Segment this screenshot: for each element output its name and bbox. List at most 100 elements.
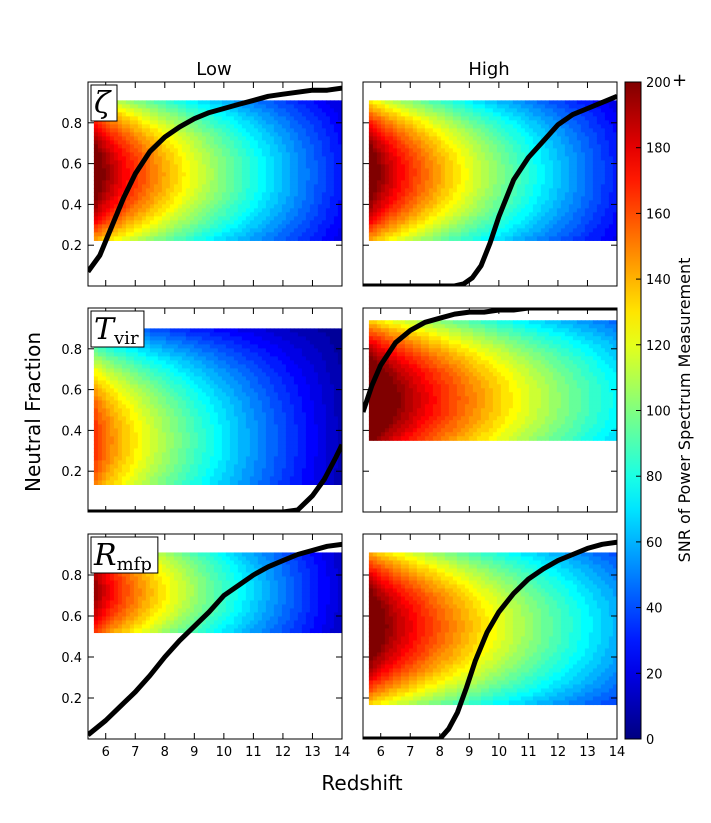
snr-cell — [440, 168, 446, 173]
snr-cell — [552, 160, 558, 165]
snr-cell — [225, 216, 231, 221]
snr-cell — [113, 360, 119, 365]
snr-cell — [281, 140, 287, 145]
snr-cell — [337, 216, 342, 221]
snr-cell — [133, 384, 139, 389]
snr-cell — [137, 132, 143, 137]
snr-cell — [452, 196, 458, 201]
snr-cell — [588, 184, 594, 189]
snr-cell — [129, 392, 135, 397]
snr-cell — [121, 356, 127, 361]
snr-cell — [97, 236, 103, 241]
snr-cell — [556, 216, 562, 221]
snr-cell — [329, 220, 335, 225]
snr-cell — [584, 136, 590, 141]
snr-cell — [213, 104, 219, 109]
snr-cell — [285, 160, 291, 165]
snr-cell — [141, 388, 147, 393]
snr-cell — [125, 476, 131, 481]
snr-cell — [552, 188, 558, 193]
snr-cell — [532, 224, 538, 229]
snr-cell — [197, 152, 203, 157]
snr-cell — [233, 168, 239, 173]
snr-cell — [372, 212, 378, 217]
snr-cell — [556, 132, 562, 137]
snr-cell — [129, 212, 135, 217]
snr-cell — [241, 204, 247, 209]
snr-cell — [484, 188, 490, 193]
snr-cell — [193, 236, 199, 241]
snr-cell — [448, 192, 454, 197]
snr-cell — [604, 228, 610, 233]
snr-cell — [580, 208, 586, 213]
snr-cell — [301, 212, 307, 217]
snr-cell — [137, 408, 143, 413]
snr-cell — [177, 100, 183, 105]
snr-cell — [400, 140, 406, 145]
snr-cell — [105, 152, 111, 157]
snr-cell — [588, 228, 594, 233]
snr-cell — [476, 112, 482, 117]
snr-cell — [500, 136, 506, 141]
snr-cell — [528, 116, 534, 121]
snr-cell — [384, 120, 390, 125]
snr-cell — [201, 152, 207, 157]
snr-cell — [408, 204, 414, 209]
snr-cell — [113, 356, 119, 361]
snr-cell — [444, 204, 450, 209]
snr-cell — [297, 124, 303, 129]
snr-cell — [516, 132, 522, 137]
snr-cell — [612, 176, 617, 181]
snr-cell — [600, 212, 606, 217]
snr-cell — [257, 164, 263, 169]
snr-cell — [317, 164, 323, 169]
snr-cell — [113, 364, 119, 369]
snr-cell — [121, 468, 127, 473]
snr-cell — [317, 132, 323, 137]
snr-cell — [245, 204, 251, 209]
snr-cell — [193, 224, 199, 229]
snr-cell — [329, 208, 335, 213]
snr-cell — [213, 216, 219, 221]
snr-cell — [101, 188, 107, 193]
snr-cell — [305, 232, 311, 237]
snr-cell — [185, 180, 191, 185]
snr-cell — [189, 176, 195, 181]
snr-cell — [93, 132, 99, 137]
snr-cell — [97, 160, 103, 165]
snr-cell — [225, 124, 231, 129]
snr-cell — [596, 108, 602, 113]
snr-cell — [221, 232, 227, 237]
snr-cell — [153, 208, 159, 213]
snr-cell — [512, 208, 518, 213]
snr-cell — [257, 180, 263, 185]
snr-cell — [608, 160, 614, 165]
snr-cell — [604, 208, 610, 213]
snr-cell — [185, 104, 191, 109]
snr-cell — [241, 176, 247, 181]
snr-cell — [420, 196, 426, 201]
snr-cell — [484, 216, 490, 221]
snr-cell — [221, 112, 227, 117]
snr-cell — [480, 136, 486, 141]
snr-cell — [201, 236, 207, 241]
snr-cell — [556, 180, 562, 185]
snr-cell — [165, 152, 171, 157]
snr-cell — [245, 132, 251, 137]
snr-cell — [293, 236, 299, 241]
snr-cell — [173, 216, 179, 221]
snr-cell — [181, 204, 187, 209]
snr-cell — [109, 144, 115, 149]
snr-cell — [193, 176, 199, 181]
snr-cell — [504, 100, 510, 105]
snr-cell — [313, 204, 319, 209]
snr-cell — [233, 136, 239, 141]
snr-cell — [456, 216, 462, 221]
snr-cell — [193, 192, 199, 197]
snr-cell — [117, 428, 123, 433]
snr-cell — [277, 232, 283, 237]
snr-cell — [341, 140, 342, 145]
snr-cell — [277, 224, 283, 229]
snr-cell — [217, 220, 223, 225]
snr-cell — [341, 180, 342, 185]
